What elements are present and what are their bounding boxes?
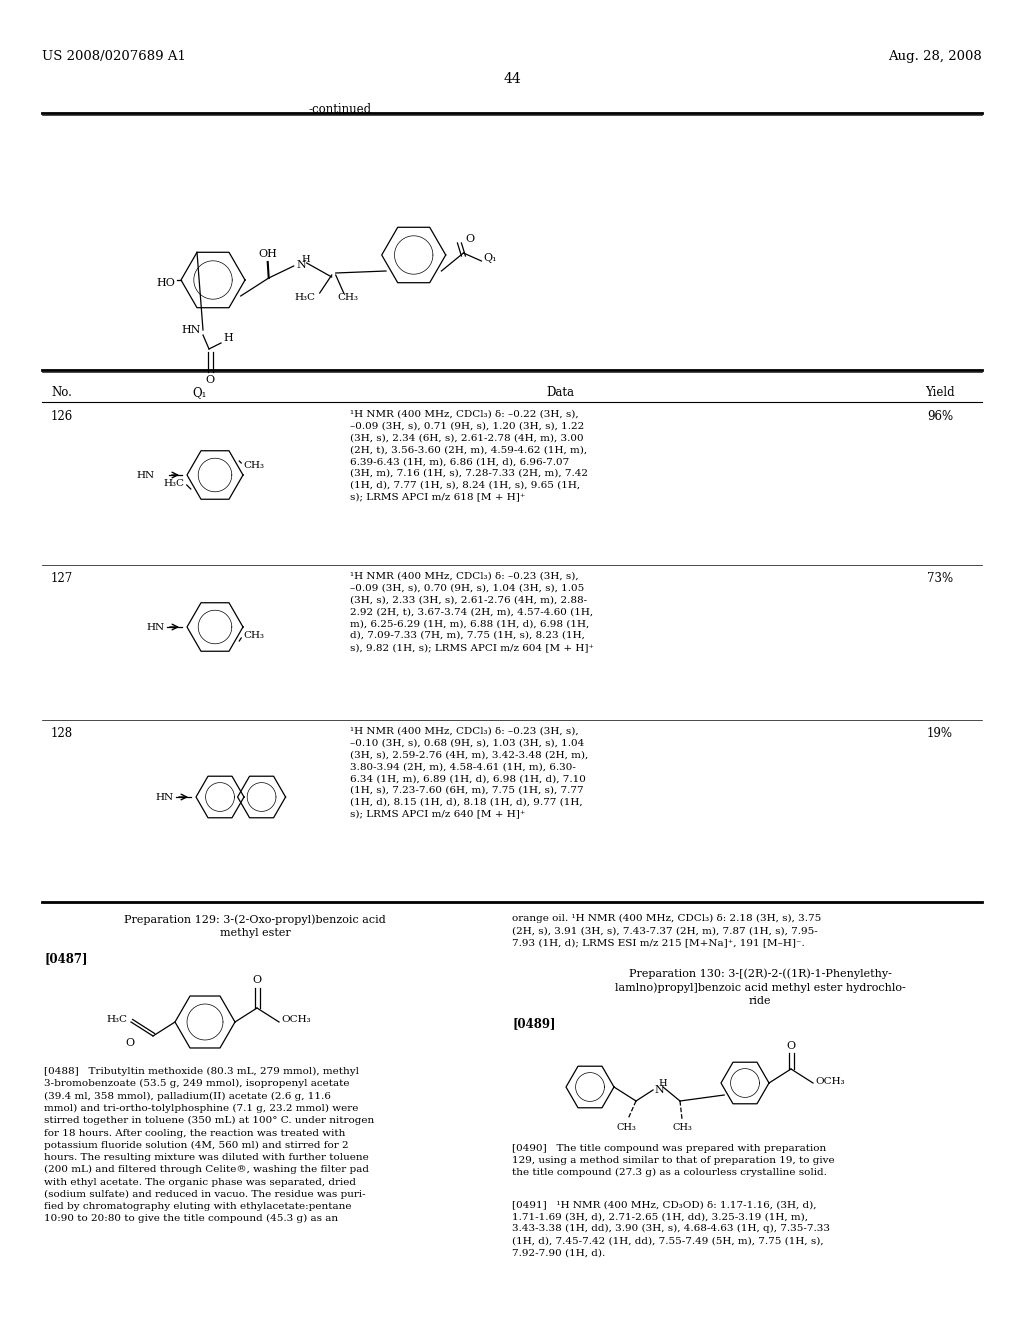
Text: 126: 126 [51, 411, 73, 422]
Text: ride: ride [749, 997, 771, 1006]
Text: US 2008/0207689 A1: US 2008/0207689 A1 [42, 50, 186, 63]
Text: Q₁: Q₁ [193, 385, 207, 399]
Text: 96%: 96% [927, 411, 953, 422]
Text: [0488]   Tributyltin methoxide (80.3 mL, 279 mmol), methyl
3-bromobenzoate (53.5: [0488] Tributyltin methoxide (80.3 mL, 2… [44, 1067, 374, 1224]
Text: CH₃: CH₃ [338, 293, 358, 301]
Text: [0490]   The title compound was prepared with preparation
129, using a method si: [0490] The title compound was prepared w… [512, 1144, 835, 1177]
Text: Q₁: Q₁ [483, 253, 497, 263]
Text: O: O [466, 234, 474, 244]
Text: lamlno)propyl]benzoic acid methyl ester hydrochlo-: lamlno)propyl]benzoic acid methyl ester … [614, 982, 905, 993]
Text: [0491]   ¹H NMR (400 MHz, CD₃OD) δ: 1.17-1.16, (3H, d),
1.71-1.69 (3H, d), 2.71-: [0491] ¹H NMR (400 MHz, CD₃OD) δ: 1.17-1… [512, 1200, 830, 1258]
Text: H₃C: H₃C [164, 479, 184, 487]
Text: H: H [302, 256, 310, 264]
Text: CH₃: CH₃ [616, 1122, 636, 1131]
Text: Preparation 130: 3-[(2R)-2-((1R)-1-Phenylethy-: Preparation 130: 3-[(2R)-2-((1R)-1-Pheny… [629, 968, 892, 978]
Text: HN: HN [146, 623, 165, 631]
Text: N: N [297, 260, 306, 271]
Text: OCH₃: OCH₃ [281, 1015, 310, 1024]
Text: CH₃: CH₃ [244, 631, 264, 639]
Text: OCH₃: OCH₃ [815, 1077, 845, 1085]
Text: O: O [125, 1038, 134, 1048]
Text: 44: 44 [503, 73, 521, 86]
Text: O: O [786, 1041, 796, 1051]
Text: N: N [654, 1085, 664, 1096]
Text: Preparation 129: 3-(2-Oxo-propyl)benzoic acid: Preparation 129: 3-(2-Oxo-propyl)benzoic… [124, 913, 386, 924]
Text: ¹H NMR (400 MHz, CDCl₃) δ: –0.23 (3H, s),
–0.09 (3H, s), 0.70 (9H, s), 1.04 (3H,: ¹H NMR (400 MHz, CDCl₃) δ: –0.23 (3H, s)… [350, 572, 594, 652]
Text: Data: Data [546, 385, 574, 399]
Text: 127: 127 [51, 572, 73, 585]
Text: [0489]: [0489] [512, 1016, 555, 1030]
Text: 73%: 73% [927, 572, 953, 585]
Text: H: H [223, 333, 232, 343]
Text: No.: No. [51, 385, 73, 399]
Text: orange oil. ¹H NMR (400 MHz, CDCl₃) δ: 2.18 (3H, s), 3.75
(2H, s), 3.91 (3H, s),: orange oil. ¹H NMR (400 MHz, CDCl₃) δ: 2… [512, 913, 821, 948]
Text: OH: OH [258, 249, 278, 259]
Text: HO: HO [156, 279, 175, 288]
Text: methyl ester: methyl ester [219, 928, 291, 939]
Text: -continued: -continued [308, 103, 372, 116]
Text: Yield: Yield [926, 385, 954, 399]
Text: H₃C: H₃C [106, 1015, 127, 1024]
Text: H: H [658, 1080, 667, 1089]
Text: HN: HN [137, 470, 155, 479]
Text: HN: HN [156, 792, 174, 801]
Text: H₃C: H₃C [295, 293, 315, 301]
Text: [0487]: [0487] [44, 952, 87, 965]
Text: 128: 128 [51, 727, 73, 741]
Text: O: O [253, 975, 261, 985]
Text: ¹H NMR (400 MHz, CDCl₃) δ: –0.22 (3H, s),
–0.09 (3H, s), 0.71 (9H, s), 1.20 (3H,: ¹H NMR (400 MHz, CDCl₃) δ: –0.22 (3H, s)… [350, 411, 588, 502]
Text: ¹H NMR (400 MHz, CDCl₃) δ: –0.23 (3H, s),
–0.10 (3H, s), 0.68 (9H, s), 1.03 (3H,: ¹H NMR (400 MHz, CDCl₃) δ: –0.23 (3H, s)… [350, 727, 588, 818]
Text: CH₃: CH₃ [244, 461, 264, 470]
Text: 19%: 19% [927, 727, 953, 741]
Text: O: O [206, 375, 215, 385]
Text: Aug. 28, 2008: Aug. 28, 2008 [888, 50, 982, 63]
Text: CH₃: CH₃ [672, 1122, 692, 1131]
Text: HN: HN [181, 325, 201, 335]
